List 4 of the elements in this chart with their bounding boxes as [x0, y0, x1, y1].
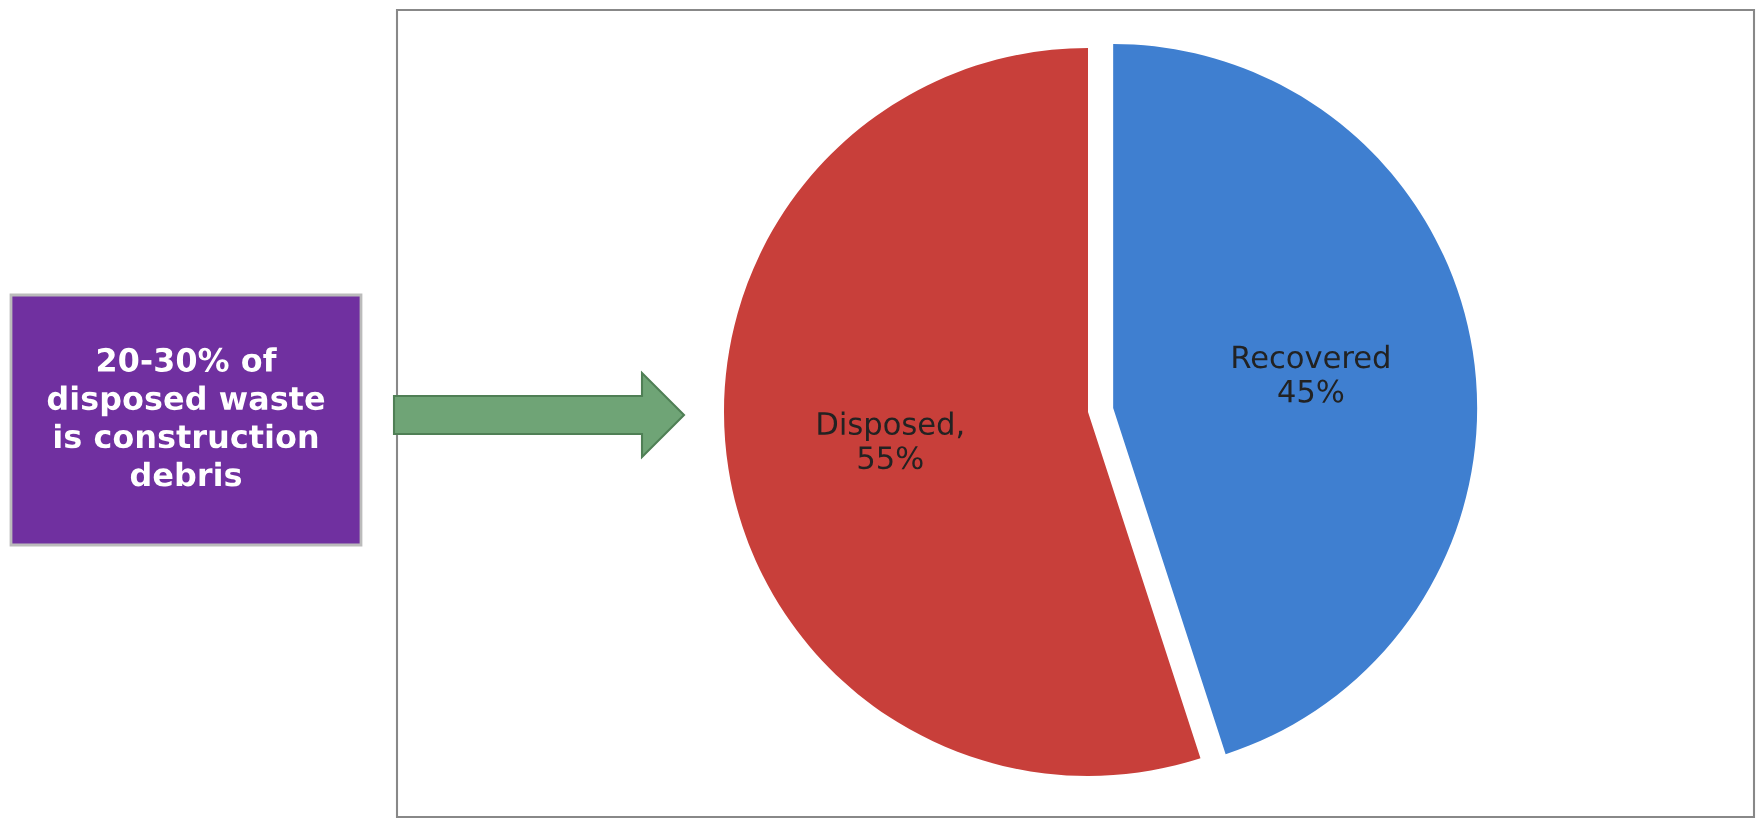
data-label: 45%: [1278, 379, 1344, 403]
slice-label: Disposed, 55%: [818, 411, 963, 470]
text: 20-30% of disposed waste is construction debris: [47, 347, 325, 487]
slice-label: Recovered: [1233, 344, 1389, 369]
